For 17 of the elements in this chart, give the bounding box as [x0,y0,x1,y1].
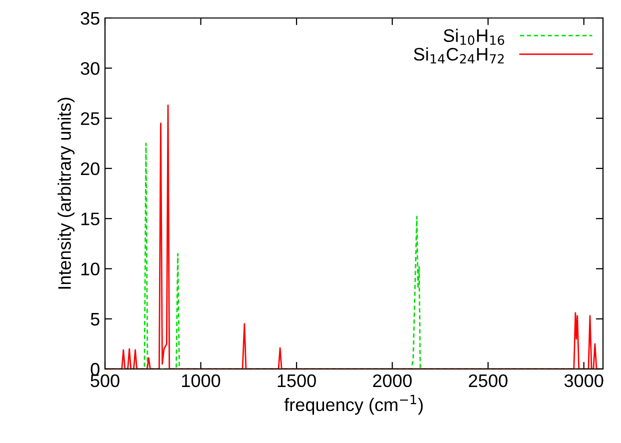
legend-label: Si$_{10}$H$_{16}$ [444,28,504,45]
x-axis-title: frequency (cm$^{−1}$) [284,394,423,415]
x-tick-label: 3000 [564,374,604,388]
x-tick-label: 500 [90,374,120,388]
y-tick-label: 20 [80,162,100,176]
y-tick-label: 10 [81,262,100,276]
x-tick-label: 2000 [373,374,412,388]
y-tick-label: 15 [81,212,100,226]
x-tick-label: 2500 [468,374,508,388]
y-tick-label: 30 [80,62,100,75]
x-tick-label: 1000 [182,374,220,388]
y-tick-label: 35 [80,12,100,25]
legend-label: Si$_{14}$C$_{24}$H$_{72}$ [414,47,504,64]
y-tick-label: 5 [90,312,100,326]
x-tick-label: 1500 [278,374,316,388]
y-tick-label: 25 [80,112,100,126]
y-axis-title: Intensity (arbitrary units) [58,98,74,289]
